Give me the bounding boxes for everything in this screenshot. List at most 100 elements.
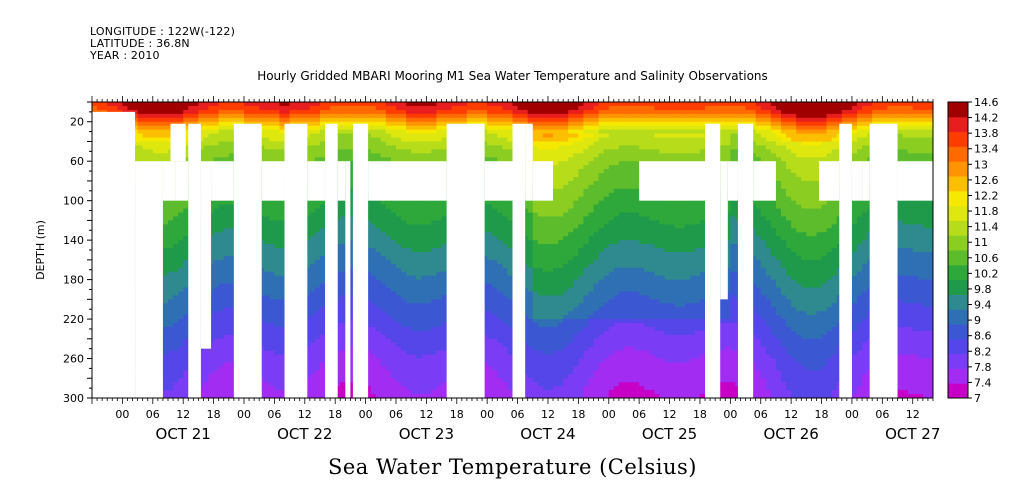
heatmap-cell — [319, 109, 326, 115]
heatmap-cell — [203, 117, 210, 123]
heatmap-cell — [203, 386, 210, 391]
heatmap-cell — [173, 212, 179, 218]
heatmap-cell — [380, 204, 387, 210]
heatmap-cell — [213, 271, 220, 277]
heatmap-cell — [375, 311, 382, 316]
heatmap-cell — [401, 109, 407, 115]
heatmap-cell — [314, 311, 321, 316]
heatmap-cell — [421, 232, 427, 237]
heatmap-cell — [395, 220, 402, 225]
heatmap-cell — [340, 378, 346, 383]
heatmap-cell — [279, 259, 286, 265]
heatmap-cell — [335, 240, 341, 245]
heatmap-cell — [274, 386, 281, 391]
heatmap-cell — [385, 216, 392, 221]
heatmap-cell — [213, 295, 220, 300]
heatmap-cell — [335, 236, 341, 241]
heatmap-cell — [385, 287, 392, 293]
heatmap-cell — [395, 141, 402, 147]
heatmap-cell — [335, 129, 341, 135]
heatmap-cell — [411, 137, 417, 143]
heatmap-cell — [208, 315, 215, 320]
heatmap-cell — [416, 311, 422, 316]
heatmap-cell — [385, 271, 392, 277]
heatmap-cell — [380, 228, 387, 233]
heatmap-cell — [370, 240, 377, 245]
heatmap-cell — [208, 251, 215, 257]
heatmap-cell — [304, 326, 311, 332]
heatmap-cell — [213, 275, 220, 281]
heatmap-cell — [401, 232, 407, 237]
heatmap-cell — [385, 362, 392, 368]
heatmap-cell — [264, 315, 270, 320]
heatmap-cell — [395, 137, 402, 143]
heatmap-cell — [162, 149, 169, 154]
heatmap-cell — [375, 248, 382, 253]
heatmap-cell — [117, 105, 123, 111]
heatmap-cell — [167, 346, 174, 352]
heatmap-cell — [264, 386, 270, 391]
heatmap-cell — [319, 311, 326, 316]
heatmap-cell — [264, 271, 270, 277]
heatmap-cell — [142, 149, 149, 154]
heatmap-cell — [208, 117, 215, 123]
heatmap-cell — [426, 220, 433, 225]
heatmap-cell — [395, 129, 402, 135]
heatmap-cell — [213, 358, 220, 364]
heatmap-cell — [380, 342, 387, 348]
heatmap-cell — [243, 117, 250, 123]
heatmap-cell — [223, 240, 230, 245]
heatmap-cell — [340, 259, 346, 265]
heatmap-cell — [390, 145, 397, 150]
heatmap-cell — [183, 370, 189, 375]
heatmap-cell — [167, 236, 174, 241]
heatmap-cell — [309, 382, 316, 387]
heatmap-cell — [319, 291, 326, 296]
heatmap-cell — [319, 390, 326, 395]
heatmap-cell — [198, 346, 205, 352]
heatmap-cell — [178, 311, 184, 316]
heatmap-cell — [340, 204, 346, 210]
heatmap-cell — [340, 287, 346, 293]
heatmap-cell — [259, 102, 265, 107]
heatmap-cell — [411, 224, 417, 229]
heatmap-cell — [385, 208, 392, 214]
heatmap-cell — [173, 342, 179, 348]
heatmap-cell — [406, 366, 412, 371]
heatmap-cell — [350, 105, 357, 111]
heatmap-cell — [380, 240, 387, 245]
heatmap-cell — [380, 157, 387, 162]
heatmap-cell — [132, 113, 139, 119]
heatmap-cell — [264, 220, 270, 225]
heatmap-cell — [335, 263, 341, 269]
heatmap-cell — [416, 145, 422, 150]
heatmap-cell — [213, 350, 220, 356]
heatmap-cell — [319, 200, 326, 206]
heatmap-cell — [335, 390, 341, 395]
heatmap-cell — [325, 117, 331, 123]
heatmap-cell — [411, 200, 417, 206]
heatmap-cell — [208, 303, 215, 308]
heatmap-cell — [416, 390, 422, 395]
heatmap-cell — [319, 374, 326, 379]
heatmap-cell — [375, 153, 382, 158]
heatmap-cell — [395, 228, 402, 233]
heatmap-cell — [183, 299, 189, 304]
heatmap-cell — [259, 117, 265, 123]
heatmap-cell — [279, 323, 286, 328]
heatmap-cell — [335, 157, 341, 162]
heatmap-cell — [259, 283, 265, 289]
heatmap-cell — [335, 378, 341, 383]
heatmap-cell — [406, 378, 412, 383]
heatmap-cell — [178, 386, 184, 391]
heatmap-cell — [395, 315, 402, 320]
heatmap-cell — [380, 334, 387, 340]
heatmap-cell — [314, 220, 321, 225]
heatmap-cell — [223, 303, 230, 308]
heatmap-cell — [390, 323, 397, 328]
heatmap-cell — [401, 137, 407, 143]
heatmap-cell — [279, 204, 286, 210]
heatmap-cell — [340, 117, 346, 123]
heatmap-cell — [319, 382, 326, 387]
heatmap-cell — [279, 113, 286, 119]
